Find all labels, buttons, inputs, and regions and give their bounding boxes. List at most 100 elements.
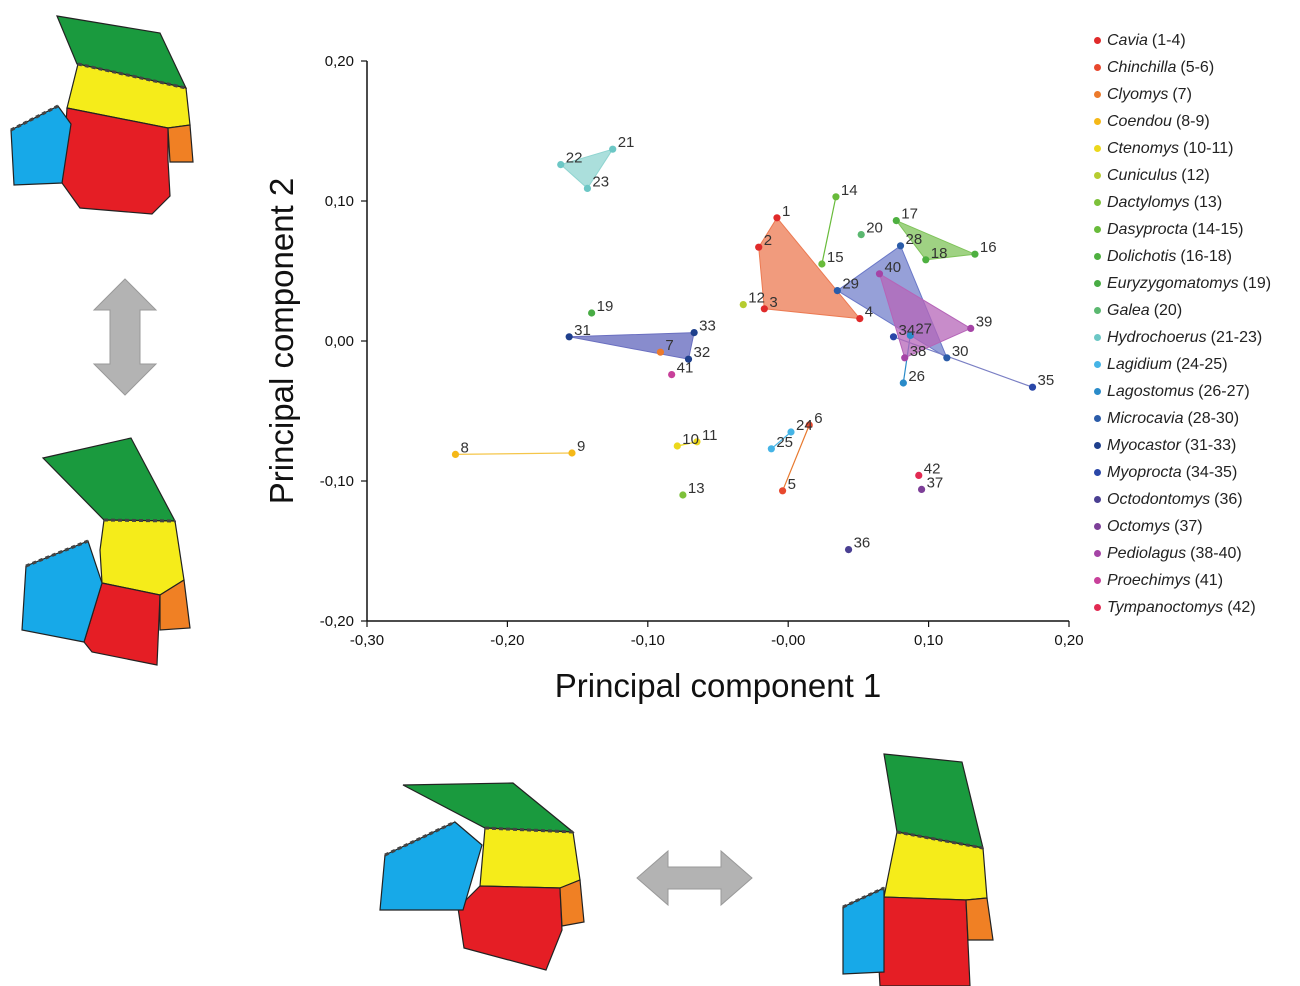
legend-item: Dasyprocta (14-15): [1094, 216, 1271, 243]
link-coendou: [455, 452, 573, 455]
point-label-4: 4: [865, 304, 873, 321]
legend-range: (7): [1172, 85, 1192, 103]
legend-dot-icon: [1094, 37, 1101, 44]
point-label-21: 21: [618, 134, 635, 151]
legend-dot-icon: [1094, 361, 1101, 368]
shape-diagram-bottom: [21, 437, 191, 666]
legend-genus: Proechimys: [1107, 571, 1191, 589]
data-point-7: [656, 348, 665, 356]
point-label-23: 23: [592, 173, 609, 190]
x-tick-label: -0,00: [771, 632, 805, 649]
data-point-22: [557, 161, 565, 169]
legend-dot-icon: [1094, 388, 1101, 395]
point-label-42: 42: [924, 460, 941, 477]
point-label-16: 16: [980, 239, 997, 256]
legend-dot-icon: [1094, 442, 1101, 449]
legend-genus: Lagidium: [1107, 355, 1172, 373]
data-point-42: [915, 471, 923, 479]
legend-item: Tympanoctomys (42): [1094, 594, 1271, 621]
point-label-24: 24: [796, 417, 813, 434]
legend-item: Euryzygomatomys (19): [1094, 270, 1271, 297]
data-point-33: [690, 329, 698, 337]
point-label-27: 27: [915, 320, 932, 337]
point-label-9: 9: [577, 438, 585, 455]
legend-dot-icon: [1094, 280, 1101, 287]
legend-genus: Ctenomys: [1107, 139, 1180, 157]
point-label-39: 39: [976, 313, 993, 330]
y-axis-title: Principal component 2: [263, 178, 300, 505]
shape-diagram-top: [10, 15, 194, 215]
y-tick-label: 0,20: [325, 53, 354, 70]
data-point-4: [856, 315, 864, 323]
data-point-2: [755, 243, 763, 251]
legend-range: (37): [1174, 517, 1203, 535]
legend-genus: Myoprocta: [1107, 463, 1182, 481]
legend-item: Dolichotis (16-18): [1094, 243, 1271, 270]
point-label-2: 2: [764, 232, 772, 249]
legend-item: Pediolagus (38-40): [1094, 540, 1271, 567]
hull-dolichotis: [894, 219, 977, 261]
legend-range: (1-4): [1151, 31, 1186, 49]
data-point-8: [451, 450, 460, 458]
legend-dot-icon: [1094, 307, 1101, 314]
legend-dot-icon: [1094, 604, 1101, 611]
point-label-7: 7: [665, 337, 673, 354]
data-point-35: [1028, 383, 1037, 391]
data-point-1: [773, 214, 781, 222]
link-chinchilla: [782, 424, 810, 492]
data-point-20: [857, 231, 865, 239]
legend-range: (16-18): [1180, 247, 1232, 265]
legend-genus: Galea: [1107, 301, 1150, 319]
hull-hydrochoerus: [559, 148, 614, 190]
genus-hulls: [455, 148, 1033, 492]
data-point-11: [693, 438, 701, 446]
legend-genus: Pediolagus: [1107, 544, 1187, 562]
point-label-19: 19: [597, 298, 614, 315]
legend-item: Octomys (37): [1094, 513, 1271, 540]
legend-range: (12): [1181, 166, 1210, 184]
data-point-37: [917, 485, 926, 493]
point-label-15: 15: [827, 249, 844, 266]
data-point-25: [767, 445, 775, 453]
legend-range: (36): [1214, 490, 1243, 508]
point-label-14: 14: [841, 182, 858, 199]
point-label-13: 13: [688, 480, 705, 497]
link-dasyprocta: [821, 196, 837, 265]
x-axis-title: Principal component 1: [555, 667, 882, 704]
legend-dot-icon: [1094, 172, 1101, 179]
point-label-25: 25: [776, 434, 793, 451]
data-points: [451, 145, 1037, 554]
data-point-14: [832, 193, 840, 201]
legend-item: Proechimys (41): [1094, 567, 1271, 594]
legend-dot-icon: [1094, 496, 1101, 503]
data-point-10: [673, 442, 681, 450]
data-point-13: [679, 491, 687, 499]
data-point-41: [668, 371, 676, 379]
double-arrow-vertical-icon: [92, 278, 158, 396]
legend-genus: Dactylomys: [1107, 193, 1190, 211]
legend-item: Myocastor (31-33): [1094, 432, 1271, 459]
legend-item: Hydrochoerus (21-23): [1094, 324, 1271, 351]
data-point-26: [899, 379, 907, 387]
data-point-12: [739, 301, 747, 309]
data-point-34: [889, 333, 898, 341]
x-tick-label: 0,10: [914, 632, 943, 649]
legend-range: (8-9): [1175, 112, 1210, 130]
legend-dot-icon: [1094, 334, 1101, 341]
data-point-21: [609, 145, 617, 153]
point-label-12: 12: [748, 290, 765, 307]
legend-dot-icon: [1094, 469, 1101, 476]
legend-dot-icon: [1094, 523, 1101, 530]
legend-range: (38-40): [1190, 544, 1242, 562]
data-point-23: [583, 184, 592, 192]
y-tick-label: -0,20: [320, 613, 354, 630]
legend-genus: Lagostomus: [1107, 382, 1195, 400]
y-tick-label: -0,10: [320, 473, 354, 490]
legend-range: (14-15): [1191, 220, 1244, 238]
legend-genus: Cuniculus: [1107, 166, 1178, 184]
legend-genus: Octomys: [1107, 517, 1171, 535]
legend-item: Lagostomus (26-27): [1094, 378, 1271, 405]
legend-range: (28-30): [1187, 409, 1240, 427]
point-label-3: 3: [769, 294, 777, 311]
